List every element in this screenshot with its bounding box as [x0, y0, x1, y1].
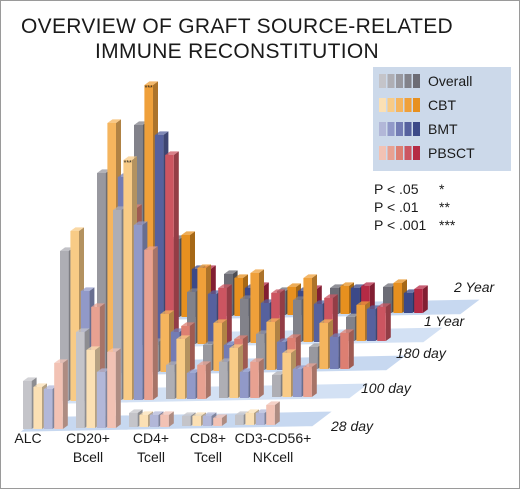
- pvalue-label-3: P < .001: [374, 217, 427, 233]
- legend-swatch-overall-1: [379, 74, 386, 88]
- category-label-cd4-tcell-line-1: CD4+: [133, 430, 169, 446]
- significance-mark-100-day-cd20-bcell: ***: [124, 160, 132, 167]
- bar-28-day-cd8-tcell-pbsct: [213, 414, 227, 426]
- category-label-cd4-tcell-line-2: Tcell: [137, 449, 165, 465]
- bar-1-year-alc-pbsct: [165, 151, 179, 345]
- legend-swatch-bmt-2: [387, 122, 395, 136]
- legend-swatch-cbt-3: [396, 98, 403, 112]
- significance-mark-1-year-alc: ***: [145, 85, 153, 92]
- legend-swatch-bmt-5: [413, 122, 420, 136]
- category-label-cd3-cd56-nkcell-line-1: CD3-CD56+: [235, 430, 312, 446]
- bar-100-day-cd8-tcell-pbsct: [250, 358, 264, 398]
- legend-label-cbt: CBT: [428, 97, 456, 113]
- bar-1-year-cd3-cd56-nkcell-pbsct: [377, 303, 391, 341]
- category-axis-labels: ALC CD20+ Bcell CD4+ Tcell CD8+ Tcell CD3-CD56+…: [14, 430, 311, 465]
- legend-swatch-overall-2: [387, 74, 395, 88]
- category-label-cd8-tcell-line-1: CD8+: [190, 430, 226, 446]
- bar-2-year-cd3-cd56-nkcell-pbsct: [414, 285, 428, 313]
- timepoint-label-100-day: 100 day: [361, 380, 412, 396]
- legend-swatch-pbsct-3: [396, 146, 403, 160]
- bar-28-day-alc-pbsct: [54, 359, 68, 429]
- bar-28-day-cd3-cd56-nkcell-pbsct: [266, 401, 280, 425]
- category-label-cd3-cd56-nkcell-line-2: NKcell: [253, 449, 293, 465]
- pvalue-stars-1: *: [439, 181, 445, 197]
- category-label-alc: ALC: [14, 430, 41, 446]
- legend-swatch-pbsct-4: [404, 146, 412, 160]
- bar-28-day-cd20-bcell-pbsct: [107, 348, 121, 428]
- pvalue-stars-3: ***: [439, 217, 456, 233]
- category-label-cd20-bcell-line-2: Bcell: [73, 449, 103, 465]
- timepoint-label-28-day: 28 day: [330, 418, 374, 434]
- timepoint-axis-labels: 28 day 100 day 180 day 1 Year 2 Year: [330, 279, 496, 434]
- legend-swatch-pbsct-5: [413, 146, 420, 160]
- category-label-cd8-tcell-line-2: Tcell: [194, 449, 222, 465]
- legend-label-bmt: BMT: [428, 121, 458, 137]
- legend-swatch-cbt-5: [413, 98, 420, 112]
- timepoint-label-1-year: 1 Year: [424, 313, 466, 329]
- legend-swatch-bmt-1: [379, 122, 386, 136]
- pvalue-stars-2: **: [439, 199, 450, 215]
- legend-swatch-bmt-4: [404, 122, 412, 136]
- legend-swatch-cbt-4: [404, 98, 412, 112]
- category-label-cd20-bcell-line-1: CD20+: [66, 430, 110, 446]
- bar-100-day-cd3-cd56-nkcell-pbsct: [303, 363, 317, 397]
- legend-swatch-pbsct-1: [379, 146, 386, 160]
- legend-swatch-cbt-2: [387, 98, 395, 112]
- legend: Overall CBT BMT PBSCT: [373, 67, 511, 171]
- legend-swatch-overall-3: [396, 74, 403, 88]
- legend-swatch-pbsct-2: [387, 146, 395, 160]
- legend-swatch-overall-5: [413, 74, 420, 88]
- chart-title-line-1: OVERVIEW OF GRAFT SOURCE-RELATED: [21, 15, 453, 38]
- pvalue-label-1: P < .05: [374, 181, 419, 197]
- bar-1-year-cd4-tcell-pbsct: [271, 289, 285, 343]
- bar-1-year-cd20-bcell-pbsct: [218, 284, 232, 344]
- chart-bars: *** ***: [23, 81, 428, 429]
- bar-100-day-cd4-tcell-pbsct: [197, 361, 211, 399]
- timepoint-label-2-year: 2 Year: [453, 279, 496, 295]
- legend-swatch-overall-4: [404, 74, 412, 88]
- pvalue-label-2: P < .01: [374, 199, 419, 215]
- legend-swatch-bmt-3: [396, 122, 403, 136]
- timepoint-label-180-day: 180 day: [396, 345, 447, 361]
- bar-100-day-cd20-bcell-pbsct: [144, 246, 158, 400]
- legend-label-pbsct: PBSCT: [428, 145, 475, 161]
- bar-180-day-cd3-cd56-nkcell-pbsct: [340, 329, 354, 369]
- bar-28-day-cd4-tcell-pbsct: [160, 411, 174, 427]
- legend-label-overall: Overall: [428, 73, 472, 89]
- legend-swatch-cbt-1: [379, 98, 386, 112]
- significance-key: P < .05 * P < .01 ** P < .001 ***: [374, 181, 456, 233]
- chart-title-line-2: IMMUNE RECONSTITUTION: [95, 40, 379, 63]
